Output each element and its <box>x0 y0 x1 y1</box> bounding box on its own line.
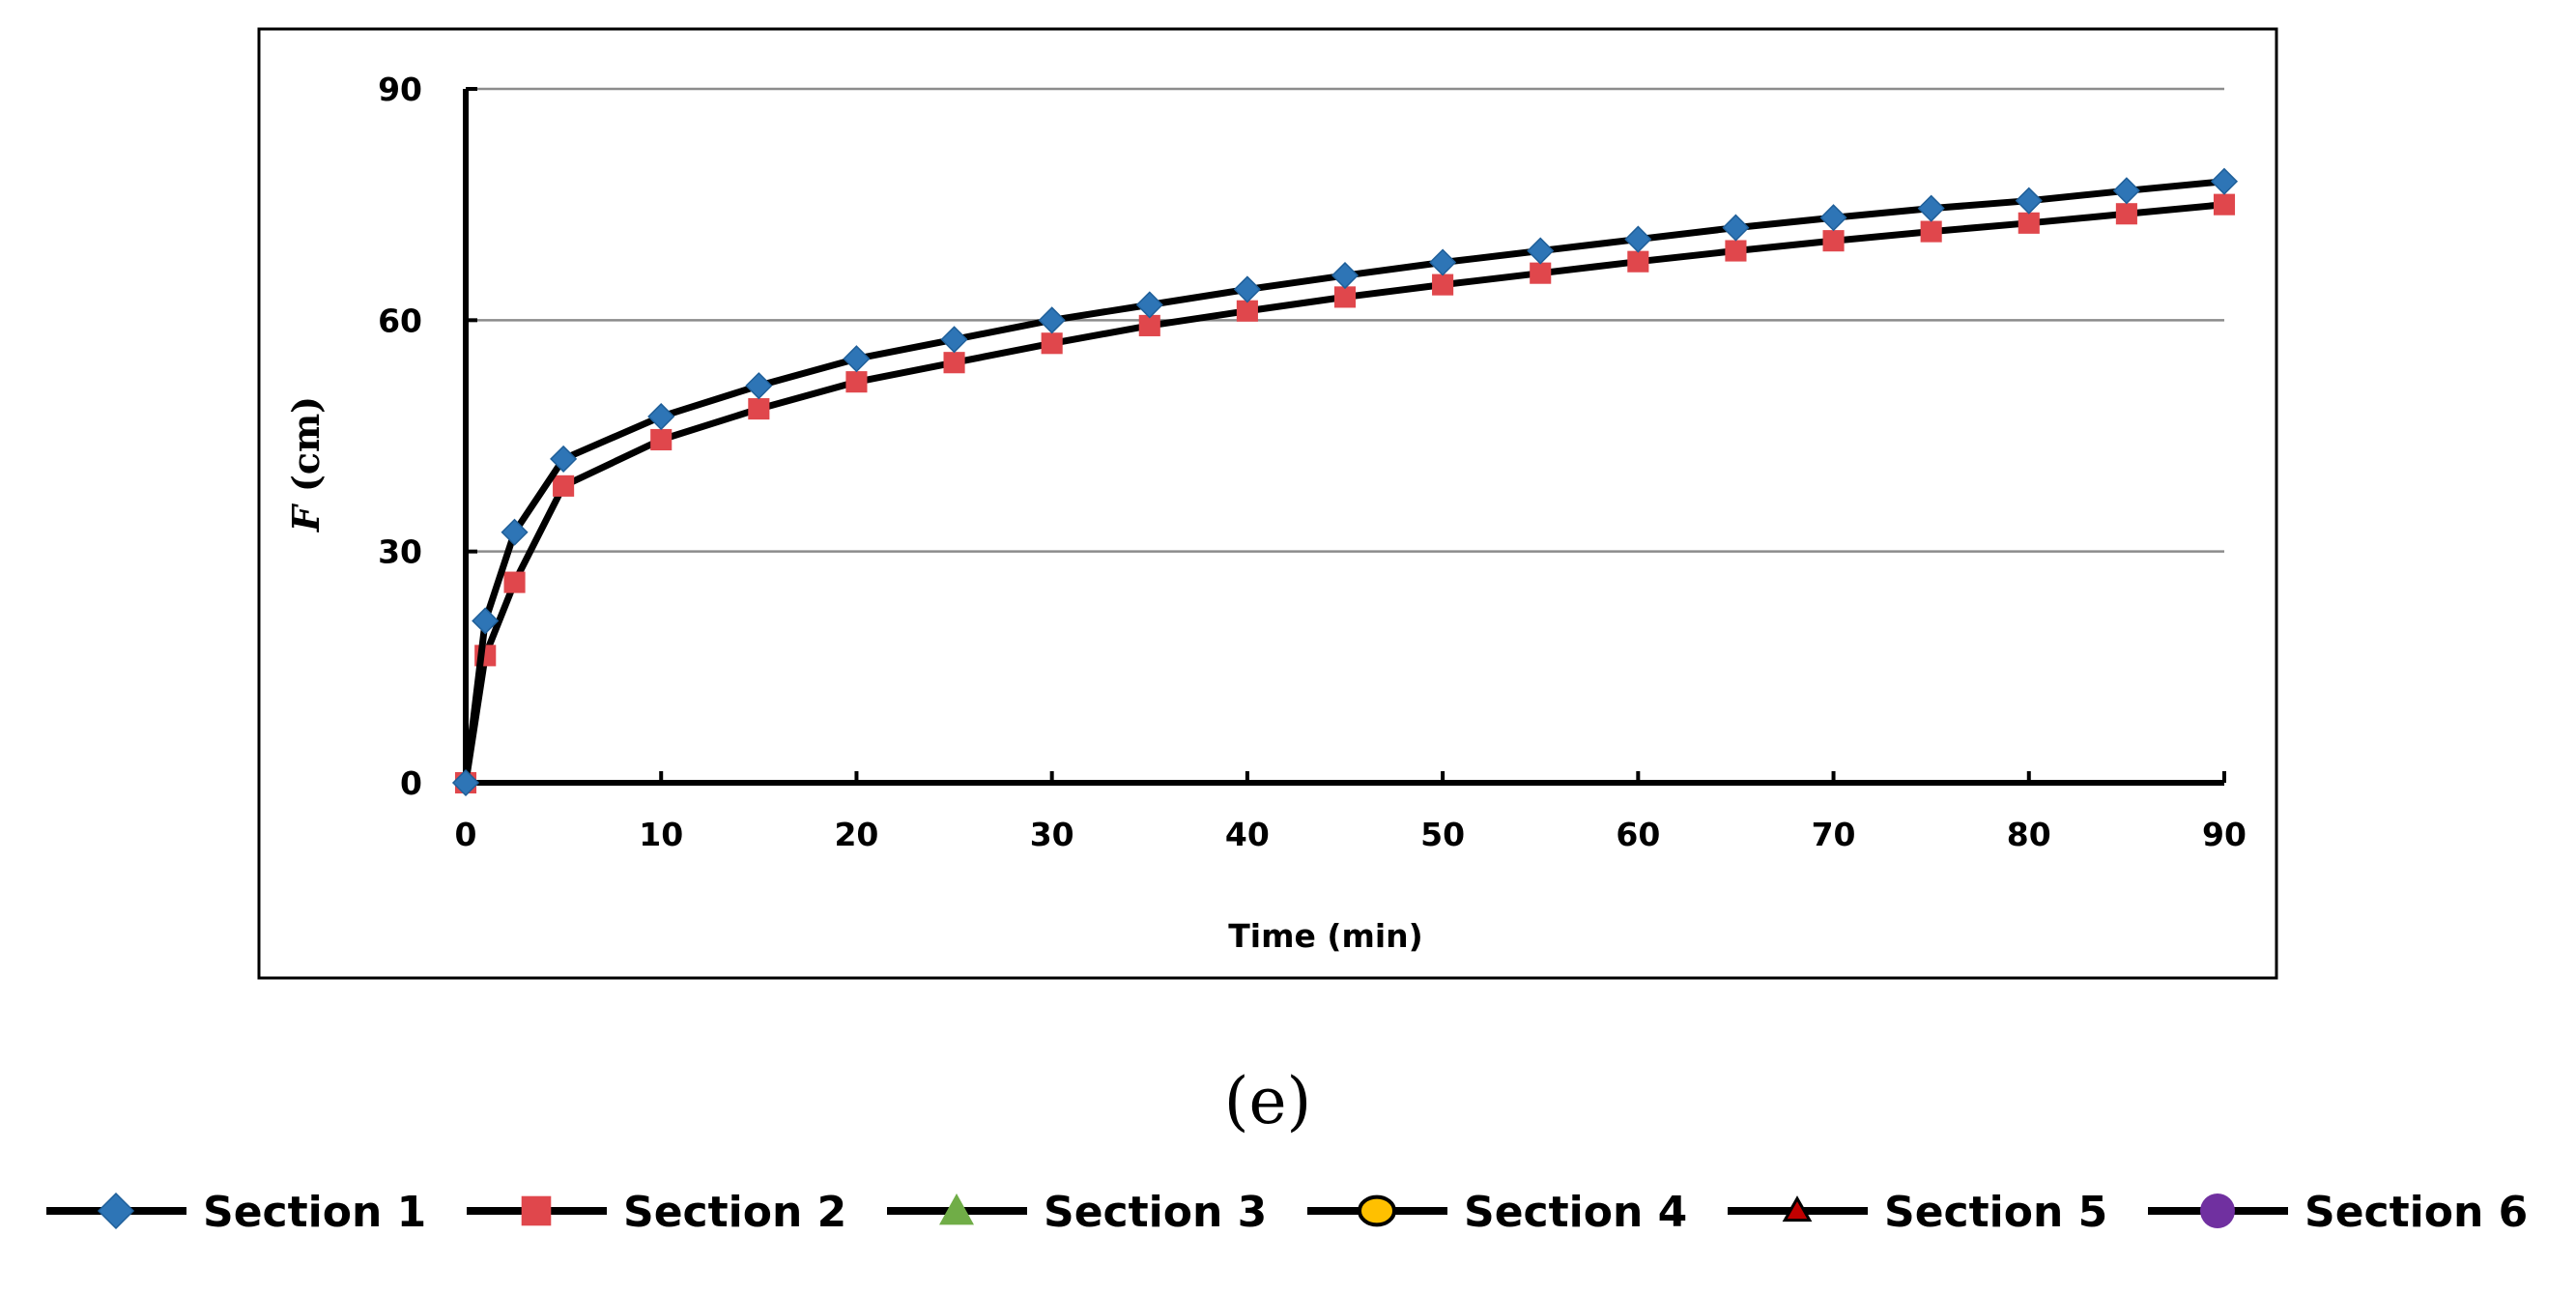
legend-item-section-5: Section 5 <box>1728 1188 2107 1237</box>
data-point <box>553 474 575 497</box>
data-point <box>1530 262 1552 284</box>
legend-label: Section 6 <box>2304 1188 2528 1237</box>
data-point <box>748 398 770 420</box>
data-point <box>939 1193 974 1225</box>
legend-label: Section 1 <box>203 1188 426 1237</box>
data-point <box>2115 203 2137 225</box>
data-point <box>1782 1195 1813 1222</box>
data-point <box>2213 193 2236 216</box>
data-point <box>1233 275 1261 303</box>
data-point <box>1333 286 1357 308</box>
legend-item-section-3: Section 3 <box>887 1188 1267 1237</box>
data-point <box>1722 214 1750 242</box>
legend-item-section-2: Section 2 <box>467 1188 846 1237</box>
data-point <box>1822 230 1845 252</box>
data-point <box>940 326 968 354</box>
x-tick-label: 30 <box>1030 816 1074 853</box>
y-tick-label: 0 <box>400 764 422 802</box>
legend-label: Section 3 <box>1044 1188 1267 1237</box>
legend: Section 1 Section 2 Section 3 Section 4 Sect… <box>46 1188 2528 1237</box>
x-tick-label: 10 <box>639 816 683 853</box>
data-point <box>1236 300 1258 322</box>
x-tick-label: 80 <box>2007 816 2051 853</box>
x-tick-label: 20 <box>834 816 878 853</box>
data-point <box>451 768 480 797</box>
legend-item-section-4: Section 4 <box>1307 1188 1687 1237</box>
data-point <box>845 371 868 393</box>
legend-label: Section 2 <box>623 1188 846 1237</box>
data-point <box>2112 177 2140 205</box>
data-point <box>1138 314 1160 336</box>
ticks: 0 10 20 30 40 50 60 70 80 90 0 30 60 90 <box>378 71 2247 853</box>
data-point <box>1041 332 1063 355</box>
data-point <box>1627 250 1649 273</box>
y-tick-label: 90 <box>378 71 422 108</box>
legend-item-section-6: Section 6 <box>2148 1188 2528 1237</box>
legend-label: Section 4 <box>1464 1188 1687 1237</box>
data-point <box>503 571 526 593</box>
data-point <box>1358 1194 1396 1227</box>
data-point <box>1038 306 1066 334</box>
y-axis-title: F (cm) <box>284 396 328 532</box>
data-point <box>1527 237 1555 265</box>
data-point <box>521 1195 552 1226</box>
x-tick-label: 60 <box>1616 816 1660 853</box>
data-point <box>1429 248 1457 276</box>
legend-label: Section 5 <box>1884 1188 2107 1237</box>
y-axis-unit: (cm) <box>284 396 328 492</box>
x-tick-label: 40 <box>1225 816 1270 853</box>
y-axis-variable: F <box>284 503 328 532</box>
data-point <box>1725 240 1747 262</box>
data-point <box>1819 204 1847 232</box>
data-point <box>1135 291 1163 319</box>
x-tick-label: 0 <box>455 816 477 853</box>
x-tick-label: 90 <box>2202 816 2247 853</box>
axes <box>463 89 2224 786</box>
data-point <box>647 402 675 431</box>
data-point <box>2015 187 2043 215</box>
gridlines <box>466 87 2224 553</box>
data-point <box>97 1192 135 1230</box>
series-2 <box>454 193 2236 794</box>
series <box>451 167 2239 797</box>
data-point <box>843 345 871 373</box>
chart-frame <box>257 27 2278 980</box>
data-point <box>650 428 673 451</box>
data-point <box>1624 225 1652 253</box>
data-point <box>1920 220 1942 243</box>
data-point <box>2018 212 2040 234</box>
x-tick-label: 70 <box>1812 816 1856 853</box>
data-point <box>2200 1193 2235 1228</box>
series-1 <box>451 167 2239 797</box>
y-tick-label: 60 <box>378 302 422 339</box>
data-point <box>1917 194 1945 222</box>
figure-caption: (e) <box>1224 1064 1312 1138</box>
data-point <box>501 518 529 546</box>
x-axis-title: Time (min) <box>1228 917 1422 955</box>
data-point <box>2210 167 2239 195</box>
data-point <box>745 372 773 400</box>
data-point <box>1331 262 1360 290</box>
data-point <box>1432 273 1454 296</box>
data-point <box>943 352 965 374</box>
y-tick-label: 30 <box>378 533 422 571</box>
data-point <box>472 607 500 635</box>
x-tick-label: 50 <box>1420 816 1465 853</box>
data-point <box>550 445 578 473</box>
legend-item-section-1: Section 1 <box>46 1188 426 1237</box>
